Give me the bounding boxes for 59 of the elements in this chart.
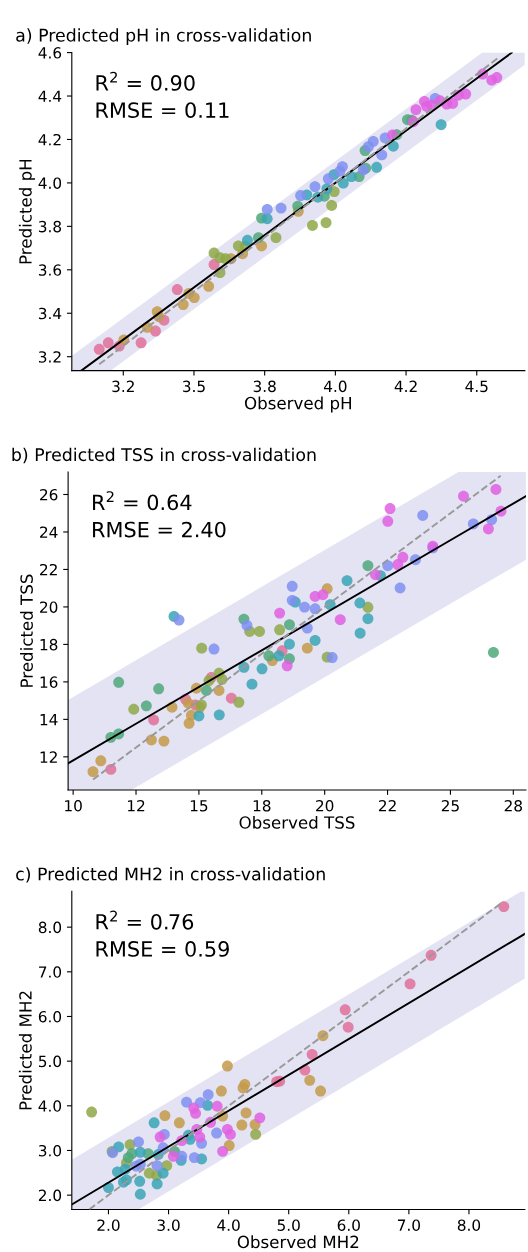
annotation: R$^{2}$ = 0.64 <box>93 491 192 511</box>
y-tick-label: 5.0 <box>38 1055 62 1068</box>
y-tick-label: 18 <box>40 638 58 651</box>
y-tick-label: 7.0 <box>39 966 62 978</box>
y-tick-label: 2.0 <box>38 1189 62 1202</box>
x-tick-label: 4.0 <box>323 380 347 393</box>
y-tick-label: 3.2 <box>38 351 61 363</box>
x-tick-label: 4.0 <box>217 1219 240 1231</box>
y-tick-label: 4.0 <box>38 1100 62 1112</box>
annotation: RMSE = 0.59 <box>96 941 229 957</box>
y-tick-label: 4.0 <box>38 177 62 189</box>
y-tick-label: 4.2 <box>38 133 61 146</box>
x-tick-label: 7.0 <box>397 1219 421 1231</box>
x-tick-label: 6.0 <box>337 1219 360 1231</box>
x-tick-label: 3.5 <box>182 380 205 393</box>
x-tick-label: 25 <box>441 800 459 812</box>
y-tick-label: 4.4 <box>38 90 62 102</box>
x-tick-label: 18 <box>253 800 271 812</box>
annotation: RMSE = 0.11 <box>96 102 229 118</box>
annotation: R$^{2}$ = 0.76 <box>96 910 194 930</box>
y-tick-label: 4.6 <box>38 47 62 59</box>
y-axis-title: Predicted MH2 <box>18 991 32 1110</box>
chart-title: b) Predicted TSS in cross-validation <box>12 447 316 464</box>
y-tick-label: 8.0 <box>38 921 62 934</box>
y-axis-title: Predicted TSS <box>20 574 33 687</box>
x-tick-label: 10 <box>65 800 82 812</box>
x-tick-label: 15 <box>190 800 208 812</box>
y-tick-label: 3.0 <box>38 1144 62 1157</box>
y-axis-title: Predicted pH <box>18 159 36 264</box>
y-tick-label: 3.6 <box>38 264 62 276</box>
x-tick-label: 3.0 <box>157 1219 180 1231</box>
y-tick-label: 22 <box>40 563 57 576</box>
x-tick-label: 28 <box>504 800 522 812</box>
annotation: RMSE = 2.40 <box>93 521 226 538</box>
x-tick-label: 4.5 <box>465 380 488 393</box>
chart-title: c) Predicted MH2 in cross-validation <box>16 867 325 883</box>
y-tick-label: 14 <box>40 714 58 726</box>
y-tick-label: 24 <box>40 526 58 538</box>
x-tick-label: 22 <box>378 800 396 812</box>
x-axis-title: Observed MH2 <box>237 1235 359 1249</box>
x-tick-label: 3.2 <box>112 380 134 393</box>
x-tick-label: 5.0 <box>277 1219 300 1231</box>
x-tick-label: 8.0 <box>457 1219 481 1231</box>
x-tick-label: 4.2 <box>394 380 417 392</box>
x-tick-label: 3.8 <box>253 380 276 393</box>
y-tick-label: 3.4 <box>38 307 62 320</box>
x-tick-label: 12 <box>127 800 145 812</box>
x-axis-title: Observed pH <box>244 396 351 413</box>
x-tick-label: 2.0 <box>97 1219 120 1231</box>
annotation: R$^{2}$ = 0.90 <box>96 71 195 91</box>
y-tick-label: 16 <box>40 676 58 688</box>
y-tick-label: 20 <box>40 601 58 613</box>
x-axis-title: Observed TSS <box>239 815 355 829</box>
chart-title: a) Predicted pH in cross-validation <box>16 28 311 46</box>
y-tick-label: 12 <box>40 751 57 763</box>
y-tick-label: 26 <box>40 488 58 501</box>
y-tick-label: 6.0 <box>38 1010 62 1023</box>
x-tick-label: 20 <box>316 800 334 812</box>
y-tick-label: 3.8 <box>38 220 62 233</box>
